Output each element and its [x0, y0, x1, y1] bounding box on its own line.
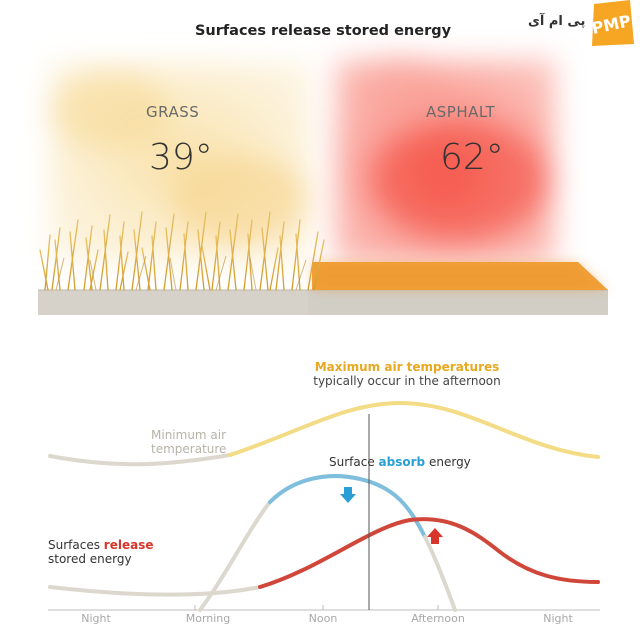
page-title: Surfaces release stored energy [194, 23, 452, 39]
absorb-highlight: absorb [378, 455, 426, 469]
axis-label-afternoon: Afternoon [411, 612, 465, 625]
absorb-suffix: energy [428, 455, 471, 469]
release-energy-curve-gray [48, 585, 262, 597]
asphalt-label: ASPHALT [426, 103, 496, 121]
axis-label-night-start: Night [81, 612, 111, 625]
max-air-subtitle: typically occur in the afternoon [313, 374, 501, 388]
grass-blades [39, 211, 325, 291]
release-annotation: Surfaces release stored energy [48, 538, 153, 566]
absorb-energy-curve [268, 474, 427, 539]
absorb-energy-curve-tail [423, 535, 457, 612]
surface-scene [38, 55, 608, 315]
asphalt-heat-haze [335, 55, 555, 265]
absorb-annotation: Surface absorb energy [329, 455, 471, 469]
release-prefix: Surfaces [48, 538, 100, 552]
air-temperature-curve [228, 400, 600, 459]
min-air-annotation: Minimum air temperature [151, 428, 227, 456]
absorb-prefix: Surface [329, 455, 375, 469]
grass-label: GRASS [146, 103, 200, 121]
release-arrow-icon [427, 528, 443, 544]
absorb-energy-curve-gray [198, 500, 272, 612]
ground-slab [38, 289, 608, 315]
pmp-badge-icon: PMP [590, 0, 634, 46]
daily-energy-diagram [48, 400, 600, 612]
asphalt-temperature: 62° [440, 137, 504, 178]
absorb-arrow-icon [340, 487, 356, 503]
max-air-annotation: Maximum air temperatures typically occur… [300, 360, 514, 388]
axis-label-noon: Noon [308, 612, 338, 625]
max-air-title: Maximum air temperatures [314, 360, 500, 374]
air-temperature-curve-gray [48, 453, 232, 467]
logo-text: پی ام آی [528, 14, 586, 29]
axis-label-morning: Morning [185, 612, 231, 625]
release-energy-curve [258, 517, 600, 589]
grass-temperature: 39° [149, 137, 213, 178]
release-highlight: release [103, 538, 154, 552]
asphalt-surface [312, 262, 608, 290]
axis-label-night-end: Night [543, 612, 573, 625]
site-logo: پی ام آی [528, 14, 585, 29]
release-suffix: stored energy [48, 552, 132, 566]
